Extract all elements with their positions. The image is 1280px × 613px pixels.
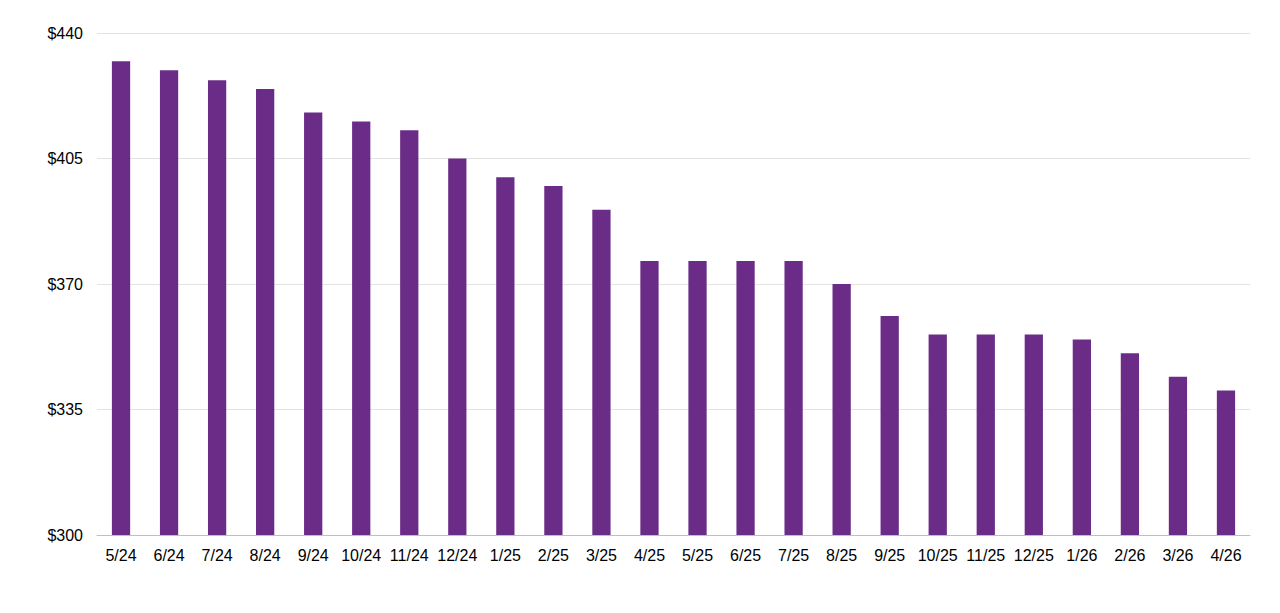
svg-text:4/26: 4/26	[1210, 547, 1241, 564]
svg-text:4/25: 4/25	[634, 547, 665, 564]
svg-text:7/25: 7/25	[778, 547, 809, 564]
svg-text:9/24: 9/24	[298, 547, 329, 564]
svg-text:9/25: 9/25	[874, 547, 905, 564]
svg-text:3/25: 3/25	[586, 547, 617, 564]
svg-text:3/26: 3/26	[1162, 547, 1193, 564]
svg-text:$440: $440	[47, 25, 83, 42]
svg-text:2/25: 2/25	[538, 547, 569, 564]
svg-text:$300: $300	[47, 527, 83, 544]
svg-text:12/24: 12/24	[437, 547, 477, 564]
svg-text:8/24: 8/24	[250, 547, 281, 564]
svg-text:12/25: 12/25	[1014, 547, 1054, 564]
svg-text:1/25: 1/25	[490, 547, 521, 564]
svg-text:1/26: 1/26	[1066, 547, 1097, 564]
svg-text:5/24: 5/24	[105, 547, 136, 564]
svg-text:10/24: 10/24	[341, 547, 381, 564]
svg-text:2/26: 2/26	[1114, 547, 1145, 564]
svg-text:6/24: 6/24	[153, 547, 184, 564]
svg-text:11/25: 11/25	[966, 547, 1005, 564]
svg-text:11/24: 11/24	[390, 547, 429, 564]
svg-text:$405: $405	[47, 150, 83, 167]
svg-text:7/24: 7/24	[202, 547, 233, 564]
svg-text:10/25: 10/25	[918, 547, 958, 564]
svg-text:$370: $370	[47, 276, 83, 293]
svg-text:8/25: 8/25	[826, 547, 857, 564]
svg-text:5/25: 5/25	[682, 547, 713, 564]
svg-text:6/25: 6/25	[730, 547, 761, 564]
svg-text:$335: $335	[47, 401, 83, 418]
